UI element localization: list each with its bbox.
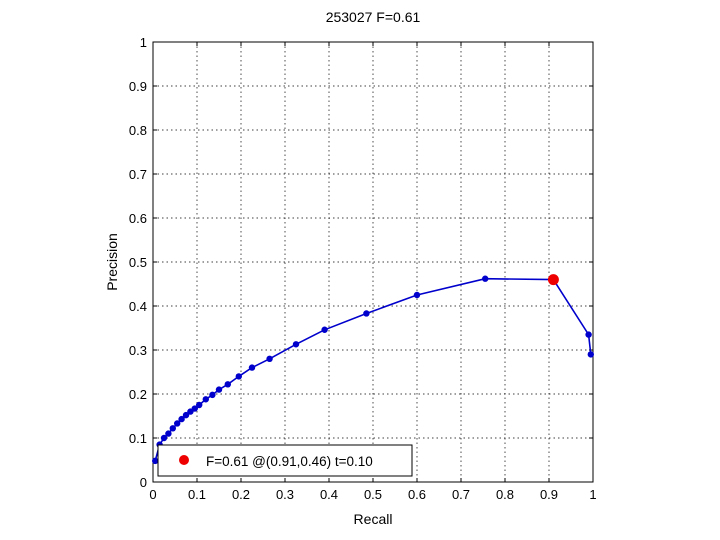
- data-point: [363, 310, 370, 317]
- x-tick-label: 0.7: [452, 487, 470, 502]
- y-tick-label: 0.4: [129, 299, 147, 314]
- data-point: [160, 434, 168, 442]
- y-tick-label: 0.1: [129, 431, 147, 446]
- best-f-point: [547, 274, 559, 286]
- y-tick-label: 0: [140, 475, 147, 490]
- legend-box: [157, 444, 413, 477]
- x-axis-label: Recall: [354, 511, 393, 527]
- y-tick-label: 1: [140, 35, 147, 50]
- y-tick-label: 0.5: [129, 255, 147, 270]
- data-point: [235, 373, 242, 380]
- y-axis-label: Precision: [104, 233, 120, 291]
- data-point: [413, 291, 421, 299]
- data-point: [248, 364, 256, 371]
- data-point: [585, 331, 592, 338]
- y-tick-label: 0.9: [129, 79, 147, 94]
- data-point: [224, 381, 231, 388]
- x-tick-label: 0.4: [320, 487, 338, 502]
- legend-label: F=0.61 @(0.91,0.46) t=0.10: [206, 454, 373, 469]
- data-point: [215, 386, 223, 393]
- x-tick-label: 0.6: [408, 487, 426, 502]
- y-tick-label: 0.6: [129, 211, 147, 226]
- x-tick-label: 0.1: [188, 487, 206, 502]
- y-tick-label: 0.3: [129, 343, 147, 358]
- data-point: [174, 420, 181, 427]
- legend-marker: [179, 455, 189, 465]
- x-tick-label: 0.3: [276, 487, 294, 502]
- data-point: [321, 326, 328, 333]
- data-point: [165, 430, 172, 437]
- data-point: [482, 275, 489, 282]
- data-point: [169, 425, 176, 432]
- axis-ticks: [152, 41, 594, 483]
- y-tick-label: 0.7: [129, 167, 147, 182]
- data-point: [196, 401, 203, 409]
- y-tick-label: 0.2: [129, 387, 147, 402]
- data-point: [266, 355, 273, 362]
- x-tick-label: 0.9: [540, 487, 558, 502]
- data-point: [178, 415, 185, 423]
- x-tick-label: 1: [589, 487, 596, 502]
- data-point: [202, 396, 209, 403]
- x-tick-label: 0.5: [364, 487, 382, 502]
- legend: F=0.61 @(0.91,0.46) t=0.10: [157, 444, 413, 477]
- data-point: [187, 408, 194, 415]
- data-point: [152, 457, 159, 465]
- x-tick-labels: 0 0.1 0.2 0.3 0.4 0.5 0.6 0.7 0.8 0.9 1: [149, 487, 596, 502]
- data-point: [182, 411, 190, 419]
- x-tick-label: 0.2: [232, 487, 250, 502]
- x-tick-label: 0.8: [496, 487, 514, 502]
- x-tick-label: 0: [149, 487, 156, 502]
- chart-title: 253027 F=0.61: [326, 9, 421, 25]
- data-point: [292, 341, 300, 348]
- series-layer: [152, 274, 594, 465]
- y-tick-labels: 0 0.1 0.2 0.3 0.4 0.5 0.6 0.7 0.8 0.9 1: [129, 35, 147, 490]
- data-point: [587, 351, 594, 358]
- data-point: [209, 391, 216, 399]
- grid-lines: [153, 42, 593, 482]
- y-tick-label: 0.8: [129, 123, 147, 138]
